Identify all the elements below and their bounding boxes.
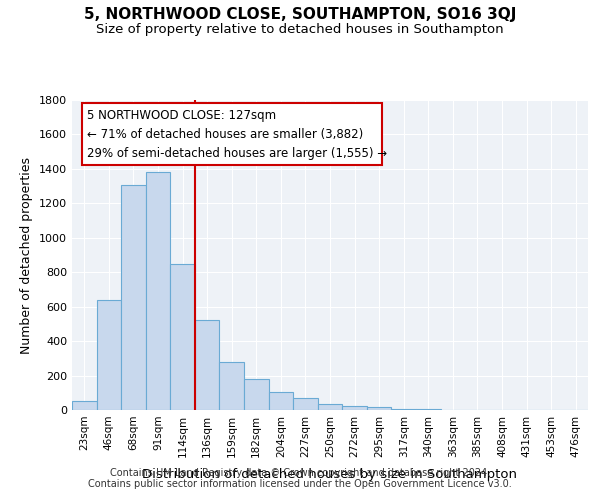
X-axis label: Distribution of detached houses by size in Southampton: Distribution of detached houses by size … xyxy=(143,468,517,481)
Bar xyxy=(318,404,342,410)
Bar xyxy=(391,408,416,410)
Bar xyxy=(170,264,195,410)
Bar xyxy=(367,408,391,410)
Text: 5, NORTHWOOD CLOSE, SOUTHAMPTON, SO16 3QJ: 5, NORTHWOOD CLOSE, SOUTHAMPTON, SO16 3Q… xyxy=(84,8,516,22)
Bar xyxy=(342,406,367,410)
Text: 5 NORTHWOOD CLOSE: 127sqm: 5 NORTHWOOD CLOSE: 127sqm xyxy=(88,110,277,122)
Bar xyxy=(244,378,269,410)
Bar xyxy=(195,320,220,410)
Bar xyxy=(72,400,97,410)
Text: 29% of semi-detached houses are larger (1,555) →: 29% of semi-detached houses are larger (… xyxy=(88,146,388,160)
Bar xyxy=(293,398,318,410)
Text: ← 71% of detached houses are smaller (3,882): ← 71% of detached houses are smaller (3,… xyxy=(88,128,364,141)
Bar xyxy=(82,103,382,165)
Bar xyxy=(121,185,146,410)
Bar xyxy=(269,392,293,410)
Bar xyxy=(220,362,244,410)
Text: Contains HM Land Registry data © Crown copyright and database right 2024.: Contains HM Land Registry data © Crown c… xyxy=(110,468,490,477)
Bar xyxy=(97,300,121,410)
Text: Contains public sector information licensed under the Open Government Licence v3: Contains public sector information licen… xyxy=(88,479,512,489)
Bar xyxy=(146,172,170,410)
Text: Size of property relative to detached houses in Southampton: Size of property relative to detached ho… xyxy=(96,22,504,36)
Y-axis label: Number of detached properties: Number of detached properties xyxy=(20,156,34,354)
